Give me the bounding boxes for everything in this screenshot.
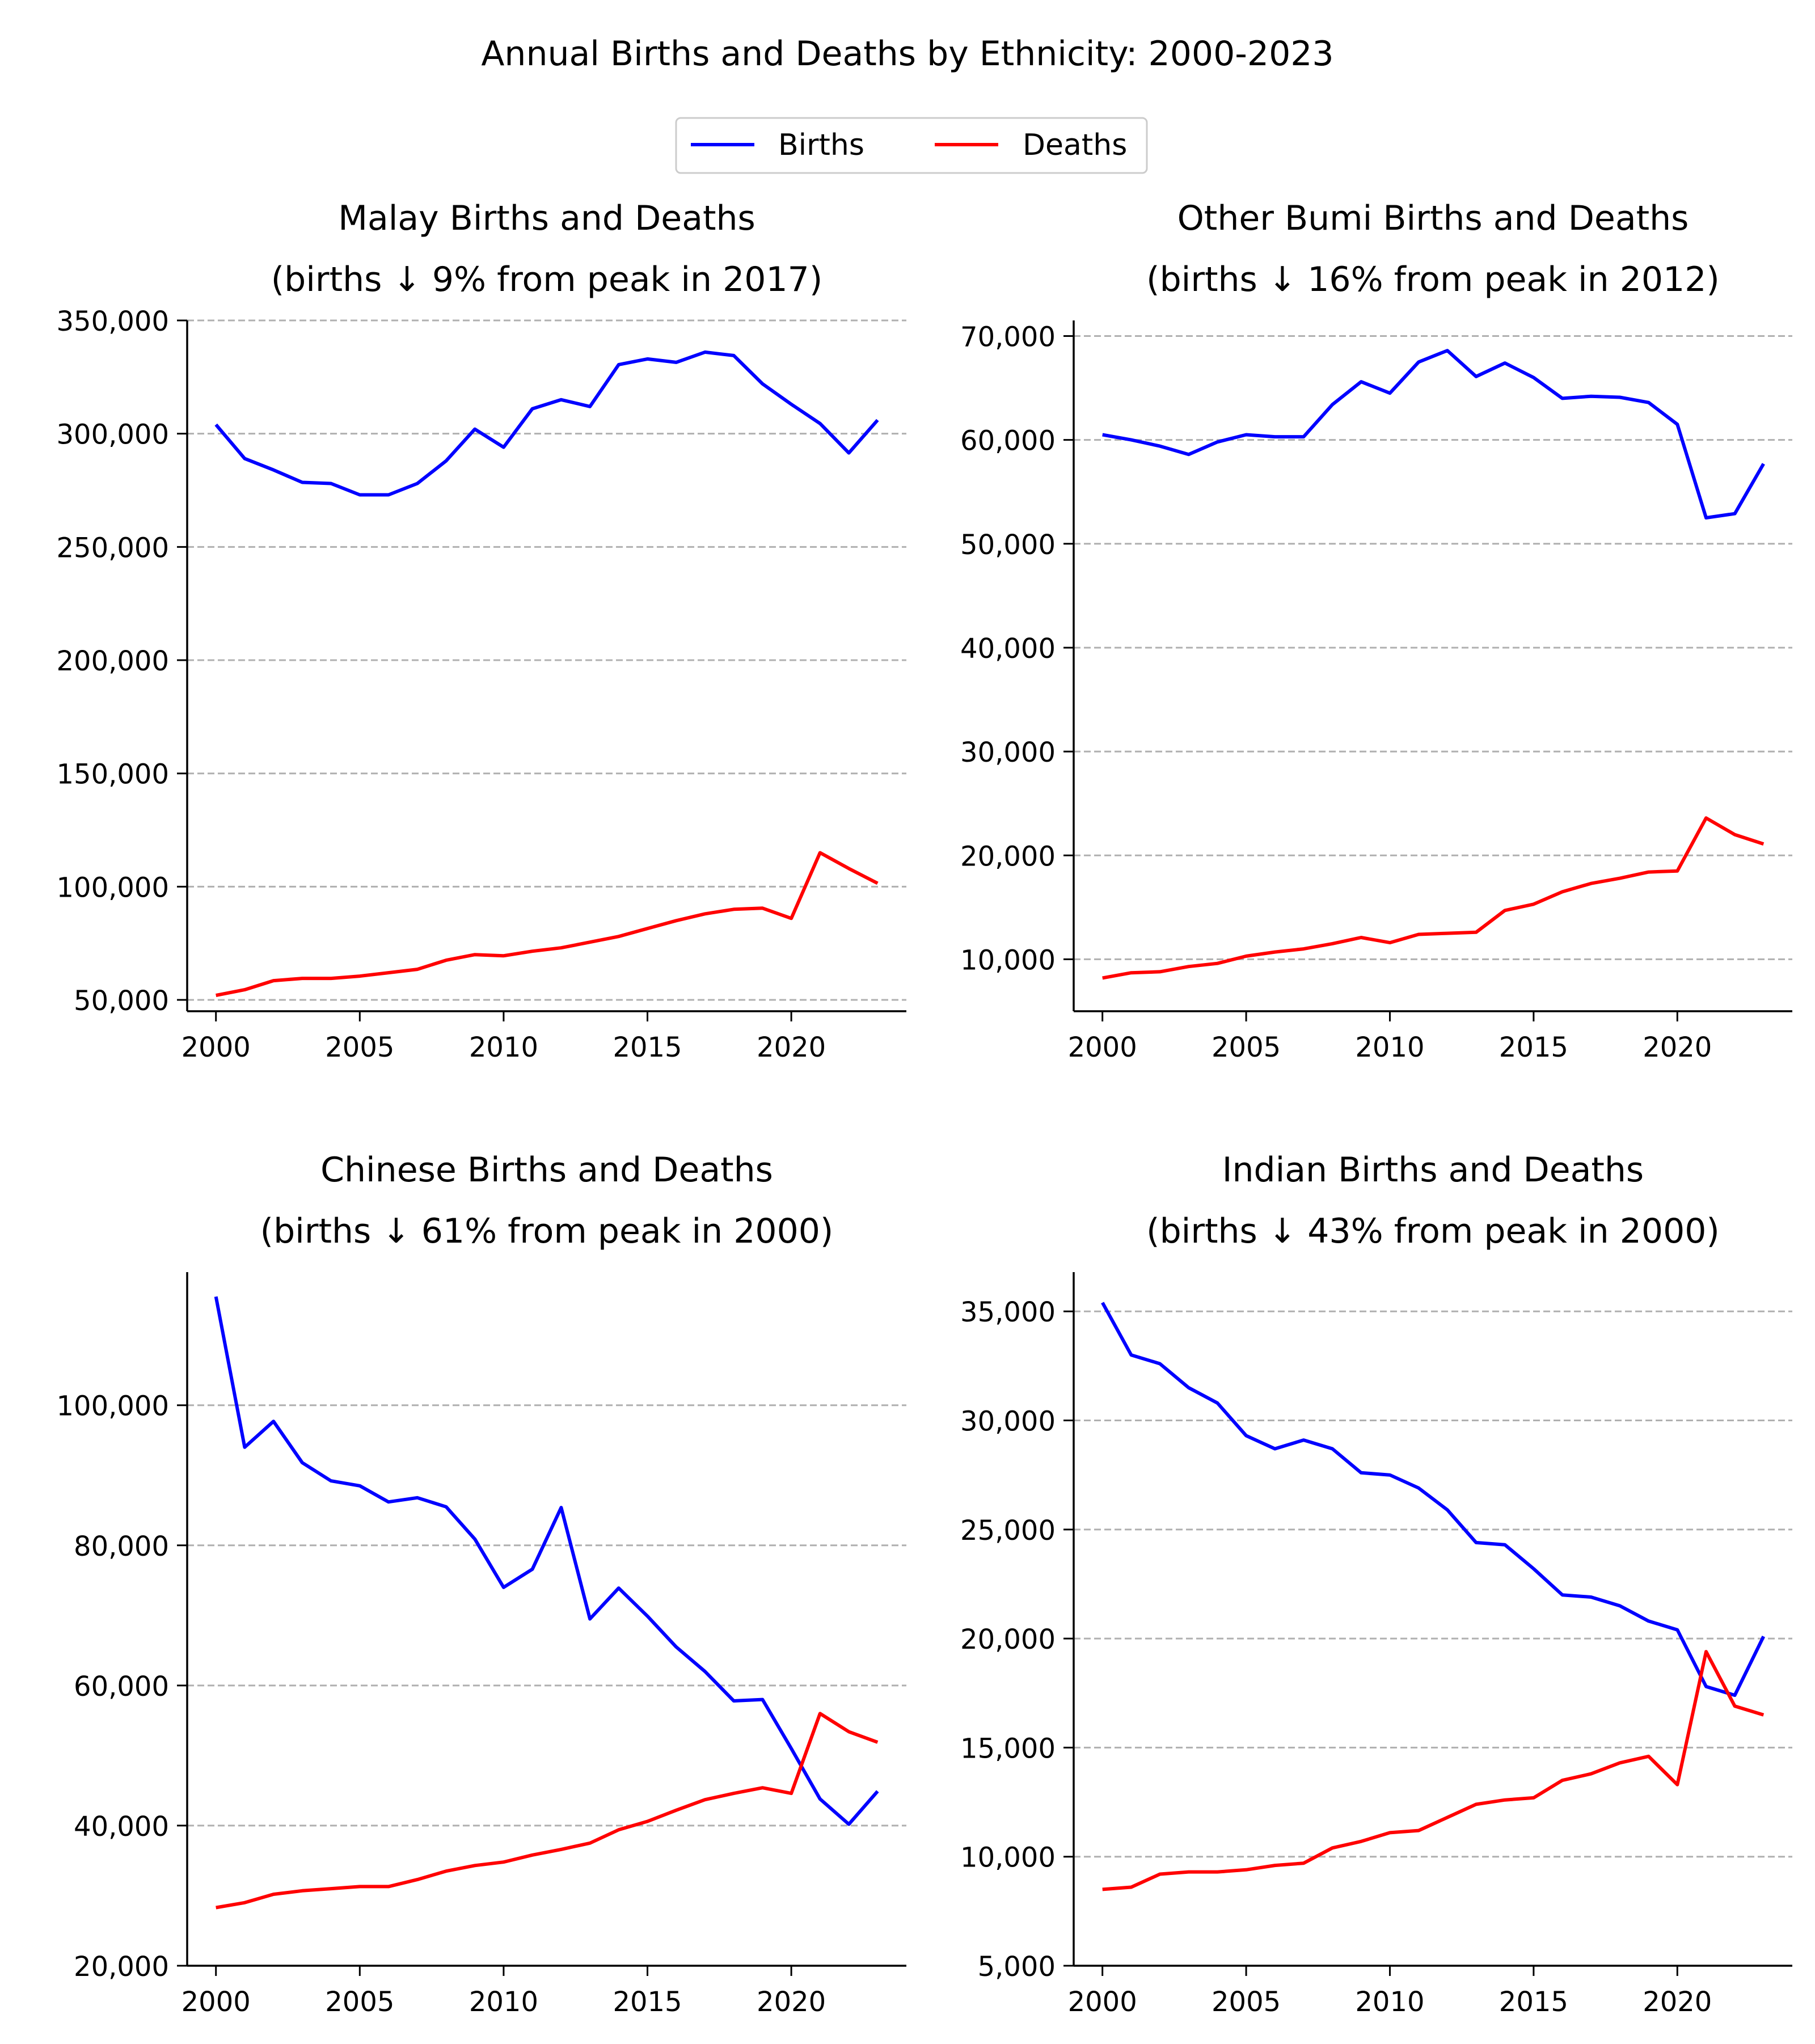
y-tick-label: 350,000 xyxy=(57,306,170,337)
y-tick-label: 30,000 xyxy=(960,1406,1056,1438)
x-tick-label: 2015 xyxy=(1499,1986,1568,2018)
x-tick-label: 2020 xyxy=(757,1986,826,2018)
legend-frame xyxy=(675,117,1148,174)
y-tick-label: 50,000 xyxy=(74,985,169,1017)
panel-indian: Indian Births and Deaths (births ↓ 43% fr… xyxy=(960,1150,1792,2018)
x-tick-label: 2015 xyxy=(613,1986,682,2018)
y-tick-label: 5,000 xyxy=(978,1951,1056,1983)
x-tick-label: 2005 xyxy=(325,1032,394,1063)
y-tick-label: 150,000 xyxy=(57,759,170,791)
x-tick-label: 2000 xyxy=(182,1032,251,1063)
x-tick-label: 2015 xyxy=(613,1032,682,1063)
series-line-births xyxy=(214,350,879,497)
y-tick-label: 40,000 xyxy=(74,1811,169,1843)
series-line-deaths xyxy=(1102,816,1765,980)
legend-deaths-label: Deaths xyxy=(1023,128,1127,162)
legend-births-label: Births xyxy=(778,128,864,162)
y-tick-label: 60,000 xyxy=(74,1671,169,1703)
x-tick-label: 2000 xyxy=(1068,1032,1137,1063)
x-tick-label: 2020 xyxy=(757,1032,826,1063)
panel-subtitle: (births ↓ 9% from peak in 2017) xyxy=(271,260,822,299)
y-tick-label: 100,000 xyxy=(57,1391,170,1422)
series-line-births xyxy=(1101,1302,1765,1697)
y-tick-label: 25,000 xyxy=(960,1515,1056,1547)
y-tick-label: 15,000 xyxy=(960,1733,1056,1764)
y-tick-label: 30,000 xyxy=(960,737,1056,768)
panel-chinese: Chinese Births and Deaths (births ↓ 61% f… xyxy=(57,1150,906,2018)
y-tick-label: 40,000 xyxy=(960,633,1056,665)
panel-other-bumi: Other Bumi Births and Deaths (births ↓ 16… xyxy=(960,199,1792,1063)
y-tick-label: 35,000 xyxy=(960,1296,1056,1328)
x-tick-label: 2005 xyxy=(1212,1986,1281,2018)
x-tick-label: 2000 xyxy=(1068,1986,1137,2018)
y-tick-label: 10,000 xyxy=(960,1842,1056,1874)
series-line-births xyxy=(214,1296,879,1826)
x-tick-label: 2005 xyxy=(325,1986,394,2018)
y-tick-label: 300,000 xyxy=(57,419,170,451)
y-tick-label: 70,000 xyxy=(960,321,1056,353)
figure-title: Annual Births and Deaths by Ethnicity: 2… xyxy=(481,34,1333,74)
x-tick-label: 2020 xyxy=(1643,1032,1712,1063)
series-line-deaths xyxy=(216,1712,879,1910)
panel-malay: Malay Births and Deaths (births ↓ 9% from… xyxy=(57,199,906,1063)
panel-subtitle: (births ↓ 43% from peak in 2000) xyxy=(1146,1211,1720,1251)
x-tick-label: 2010 xyxy=(469,1032,538,1063)
x-tick-label: 2005 xyxy=(1212,1032,1281,1063)
y-tick-label: 200,000 xyxy=(57,645,170,677)
x-tick-label: 2010 xyxy=(1355,1032,1424,1063)
x-tick-label: 2010 xyxy=(469,1986,538,2018)
y-tick-label: 20,000 xyxy=(960,841,1056,872)
panel-title: Malay Births and Deaths xyxy=(338,199,755,238)
series-line-births xyxy=(1102,349,1765,520)
series-line-deaths xyxy=(216,851,879,997)
y-tick-label: 10,000 xyxy=(960,944,1056,976)
x-tick-label: 2020 xyxy=(1643,1986,1712,2018)
y-tick-label: 20,000 xyxy=(74,1951,169,1983)
legend: Births Deaths xyxy=(675,117,1148,174)
y-tick-label: 250,000 xyxy=(57,532,170,564)
panel-subtitle: (births ↓ 61% from peak in 2000) xyxy=(260,1211,834,1251)
x-tick-label: 2000 xyxy=(182,1986,251,2018)
panel-subtitle: (births ↓ 16% from peak in 2012) xyxy=(1146,260,1720,299)
x-tick-label: 2015 xyxy=(1499,1032,1568,1063)
series-line-deaths xyxy=(1102,1650,1765,1891)
panel-title: Other Bumi Births and Deaths xyxy=(1177,199,1689,238)
y-tick-label: 100,000 xyxy=(57,872,170,903)
y-tick-label: 80,000 xyxy=(74,1531,169,1562)
panel-title: Chinese Births and Deaths xyxy=(320,1150,773,1190)
x-tick-label: 2010 xyxy=(1355,1986,1424,2018)
panel-title: Indian Births and Deaths xyxy=(1222,1150,1644,1190)
y-tick-label: 20,000 xyxy=(960,1624,1056,1656)
y-tick-label: 60,000 xyxy=(960,425,1056,457)
y-tick-label: 50,000 xyxy=(960,529,1056,561)
